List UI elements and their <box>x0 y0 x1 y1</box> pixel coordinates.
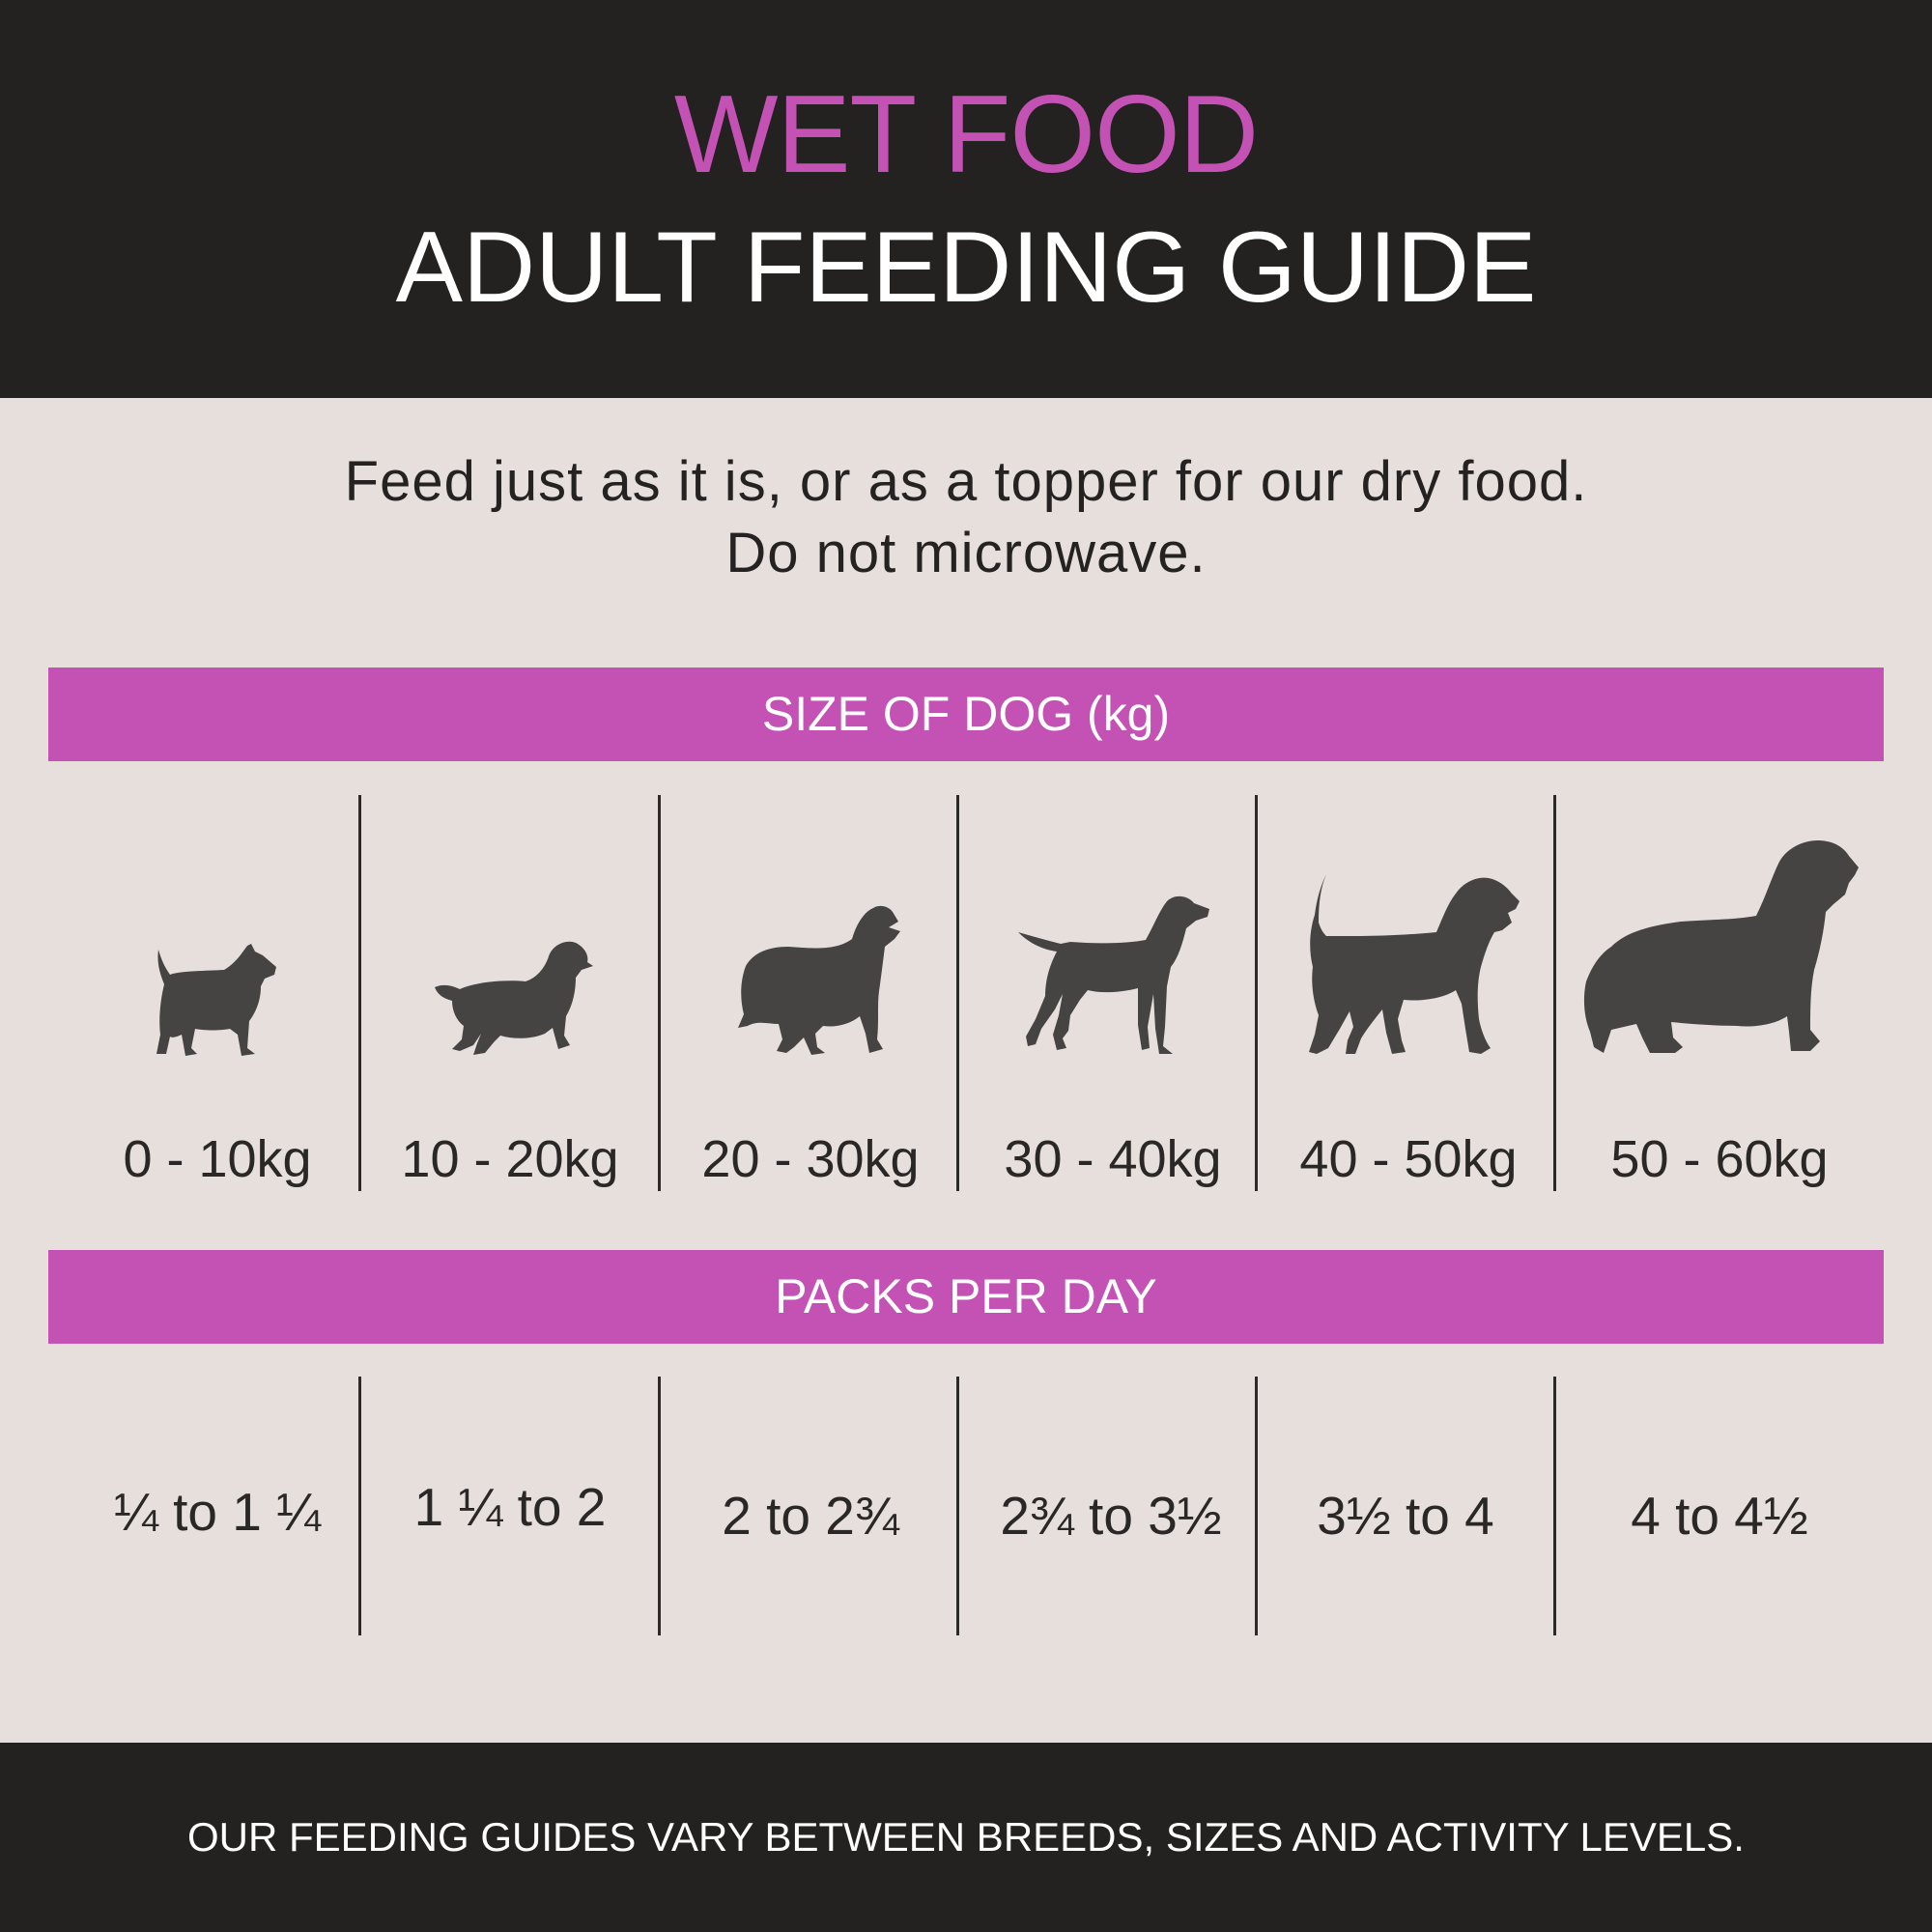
dog-newfoundland-icon <box>1582 838 1859 1057</box>
size-label: 0 - 10kg <box>123 1130 312 1188</box>
intro-line-1: Feed just as it is, or as a topper for o… <box>344 450 1588 513</box>
footer-disclaimer: OUR FEEDING GUIDES VARY BETWEEN BREEDS, … <box>187 1814 1745 1860</box>
size-label: 50 - 60kg <box>1610 1130 1829 1188</box>
dog-schnauzer-icon <box>1297 874 1520 1058</box>
packs-value: 1 ¼ to 2 <box>413 1477 607 1537</box>
packs-divider <box>1553 1377 1556 1635</box>
size-label: 10 - 20kg <box>401 1130 619 1188</box>
dog-terrier-icon <box>153 942 283 1058</box>
page-title: ADULT FEEDING GUIDE <box>395 212 1537 324</box>
packs-divider <box>658 1377 661 1635</box>
size-divider <box>1553 795 1556 1191</box>
intro-text: Feed just as it is, or as a topper for o… <box>0 446 1932 589</box>
size-divider <box>956 795 959 1191</box>
packs-value: 2¾ to 3½ <box>1000 1486 1222 1546</box>
packs-divider <box>358 1377 361 1635</box>
size-label: 40 - 50kg <box>1299 1130 1518 1188</box>
accent-title: WET FOOD <box>673 73 1259 196</box>
footer-banner: OUR FEEDING GUIDES VARY BETWEEN BREEDS, … <box>0 1743 1932 1932</box>
packs-divider <box>1255 1377 1258 1635</box>
packs-divider <box>956 1377 959 1635</box>
packs-value: 3½ to 4 <box>1317 1486 1494 1546</box>
packs-value: 2 to 2¾ <box>722 1486 899 1546</box>
size-divider <box>658 795 661 1191</box>
intro-line-2: Do not microwave. <box>725 522 1207 584</box>
size-label: 30 - 40kg <box>1004 1130 1222 1188</box>
dog-spaniel-icon <box>431 939 593 1057</box>
packs-value: 4 to 4½ <box>1631 1486 1808 1546</box>
size-divider <box>1255 795 1258 1191</box>
size-divider <box>358 795 361 1191</box>
dog-collie-icon <box>734 904 903 1057</box>
header-banner: WET FOOD ADULT FEEDING GUIDE <box>0 0 1932 398</box>
size-of-dog-header: SIZE OF DOG (kg) <box>48 668 1884 761</box>
dog-pointer-icon <box>1018 894 1211 1056</box>
packs-per-day-header: PACKS PER DAY <box>48 1250 1884 1344</box>
size-label: 20 - 30kg <box>701 1130 920 1188</box>
packs-value: ¼ to 1 ¼ <box>113 1482 322 1542</box>
